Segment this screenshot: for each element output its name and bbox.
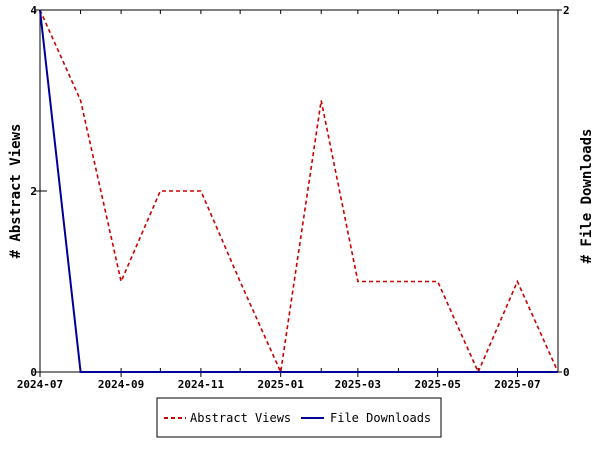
series-line-file-downloads (39, 9, 558, 373)
x-axis-ticks: 2024-07 2024-09 2024-11 2025-01 2025-03 2025-… (17, 10, 559, 391)
x-tick-label: 2024-11 (178, 378, 225, 391)
x-tick-label: 2024-07 (17, 378, 63, 391)
left-y-tick-label: 4 (30, 4, 37, 17)
left-y-tick-label: 2 (30, 185, 37, 198)
x-tick-label: 2024-09 (98, 378, 144, 391)
series-line-abstract-views (39, 9, 559, 375)
legend-label-abstract-views: Abstract Views (190, 411, 291, 425)
right-y-tick-label: 2 (563, 4, 570, 17)
left-axis-ticks: 0 2 4 (30, 4, 47, 379)
x-tick-label: 2025-05 (414, 378, 460, 391)
right-y-tick-label: 0 (563, 366, 570, 379)
left-axis-title: # Abstract Views (8, 124, 24, 259)
legend-label-file-downloads: File Downloads (330, 411, 431, 425)
legend-box (156, 397, 442, 438)
series-layer (39, 9, 559, 375)
legend: Abstract Views File Downloads (156, 397, 442, 438)
x-tick-label: 2025-01 (258, 378, 305, 391)
x-tick-label: 2025-07 (494, 378, 540, 391)
right-axis-title: # File Downloads (579, 129, 595, 264)
left-y-tick-label: 0 (30, 366, 37, 379)
x-tick-label: 2025-03 (335, 378, 381, 391)
